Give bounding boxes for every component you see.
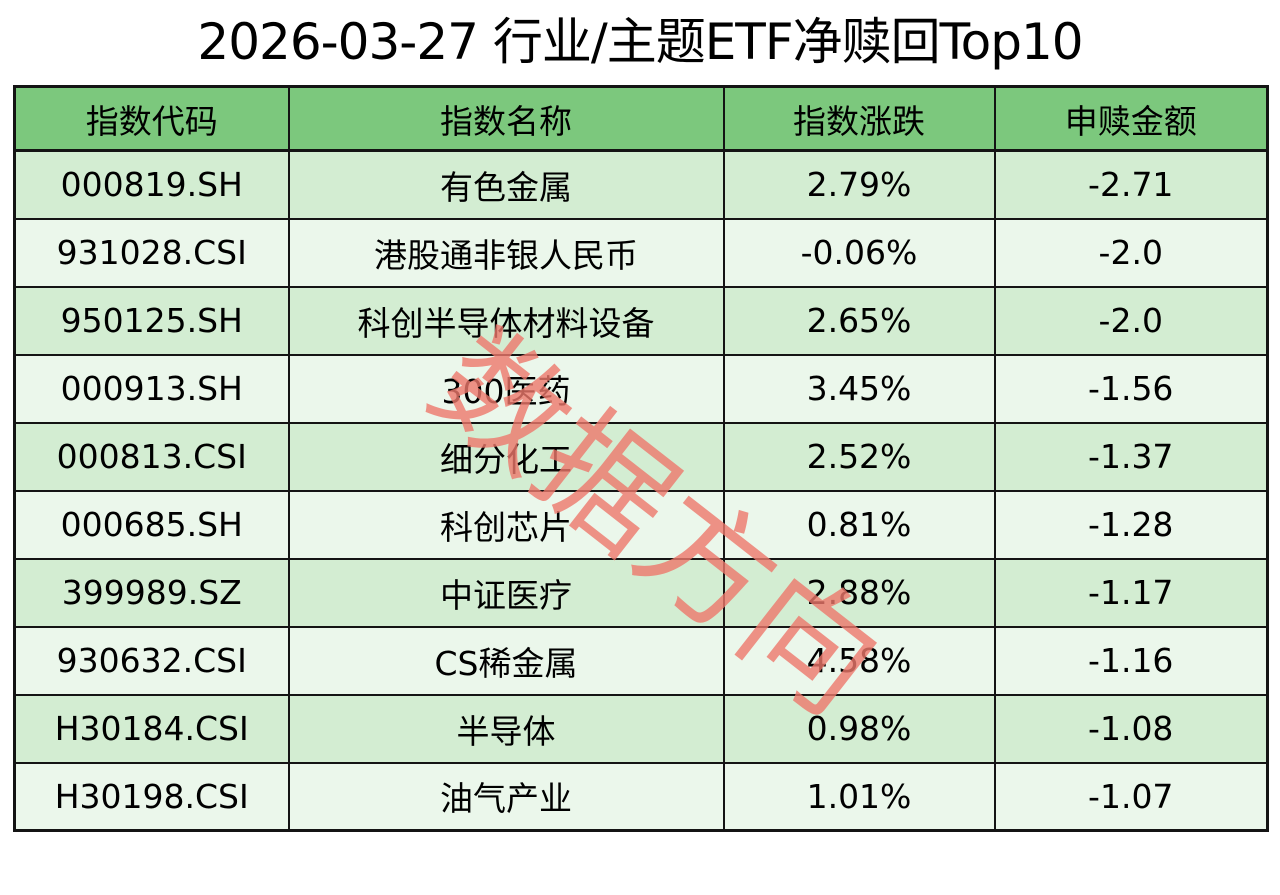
table-cell: -1.08 xyxy=(993,693,1269,764)
table-row: 000813.CSI 细分化工 2.52% -1.37 xyxy=(13,421,1269,492)
column-header-net-amount: 申赎金额 xyxy=(993,85,1269,152)
table-cell: 科创芯片 xyxy=(287,489,725,560)
table-cell: -1.37 xyxy=(993,421,1269,492)
table-cell: 3.45% xyxy=(722,353,996,424)
table-cell: -2.71 xyxy=(993,149,1269,220)
table-cell: 931028.CSI xyxy=(13,217,290,288)
table-row: 000819.SH 有色金属 2.79% -2.71 xyxy=(13,149,1269,220)
column-header-index-change: 指数涨跌 xyxy=(722,85,996,152)
table-cell: 港股通非银人民币 xyxy=(287,217,725,288)
table-cell: 930632.CSI xyxy=(13,625,290,696)
table-cell: -1.16 xyxy=(993,625,1269,696)
table-cell: 2.88% xyxy=(722,557,996,628)
table-cell: 300医药 xyxy=(287,353,725,424)
table-cell: -0.06% xyxy=(722,217,996,288)
table-cell: 4.58% xyxy=(722,625,996,696)
table-row: 930632.CSI CS稀金属 4.58% -1.16 xyxy=(13,625,1269,696)
table-cell: -1.07 xyxy=(993,761,1269,832)
table-row: 950125.SH 科创半导体材料设备 2.65% -2.0 xyxy=(13,285,1269,356)
table-header-row: 指数代码 指数名称 指数涨跌 申赎金额 xyxy=(13,85,1269,152)
column-header-index-name: 指数名称 xyxy=(287,85,725,152)
table-cell: 000913.SH xyxy=(13,353,290,424)
table-cell: 1.01% xyxy=(722,761,996,832)
table-row: 000685.SH 科创芯片 0.81% -1.28 xyxy=(13,489,1269,560)
table-cell: 000819.SH xyxy=(13,149,290,220)
table-cell: 半导体 xyxy=(287,693,725,764)
table-cell: 2.65% xyxy=(722,285,996,356)
table-cell: 950125.SH xyxy=(13,285,290,356)
table-cell: 油气产业 xyxy=(287,761,725,832)
table-body: 000819.SH 有色金属 2.79% -2.71 931028.CSI 港股通非银人民… xyxy=(13,149,1269,832)
table-row: 931028.CSI 港股通非银人民币 -0.06% -2.0 xyxy=(13,217,1269,288)
etf-redemption-table: 指数代码 指数名称 指数涨跌 申赎金额 000819.SH 有色金属 2.79% -2… xyxy=(13,85,1269,832)
table-row: 000913.SH 300医药 3.45% -1.56 xyxy=(13,353,1269,424)
table-row: H30184.CSI 半导体 0.98% -1.08 xyxy=(13,693,1269,764)
table-cell: 有色金属 xyxy=(287,149,725,220)
column-header-index-code: 指数代码 xyxy=(13,85,290,152)
table-cell: -1.28 xyxy=(993,489,1269,560)
table-cell: -1.56 xyxy=(993,353,1269,424)
table-cell: 科创半导体材料设备 xyxy=(287,285,725,356)
table-cell: 000685.SH xyxy=(13,489,290,560)
table-cell: 000813.CSI xyxy=(13,421,290,492)
table-cell: H30198.CSI xyxy=(13,761,290,832)
table-cell: 中证医疗 xyxy=(287,557,725,628)
table-cell: 399989.SZ xyxy=(13,557,290,628)
table-cell: 2.52% xyxy=(722,421,996,492)
table-header: 指数代码 指数名称 指数涨跌 申赎金额 xyxy=(13,85,1269,152)
table-cell: -1.17 xyxy=(993,557,1269,628)
table-cell: 细分化工 xyxy=(287,421,725,492)
table-cell: 0.81% xyxy=(722,489,996,560)
table-cell: 0.98% xyxy=(722,693,996,764)
table-row: H30198.CSI 油气产业 1.01% -1.07 xyxy=(13,761,1269,832)
table-cell: -2.0 xyxy=(993,285,1269,356)
page-title: 2026-03-27 行业/主题ETF净赎回Top10 xyxy=(197,13,1083,71)
table-cell: H30184.CSI xyxy=(13,693,290,764)
table-row: 399989.SZ 中证医疗 2.88% -1.17 xyxy=(13,557,1269,628)
table-cell: -2.0 xyxy=(993,217,1269,288)
table-cell: CS稀金属 xyxy=(287,625,725,696)
table-cell: 2.79% xyxy=(722,149,996,220)
